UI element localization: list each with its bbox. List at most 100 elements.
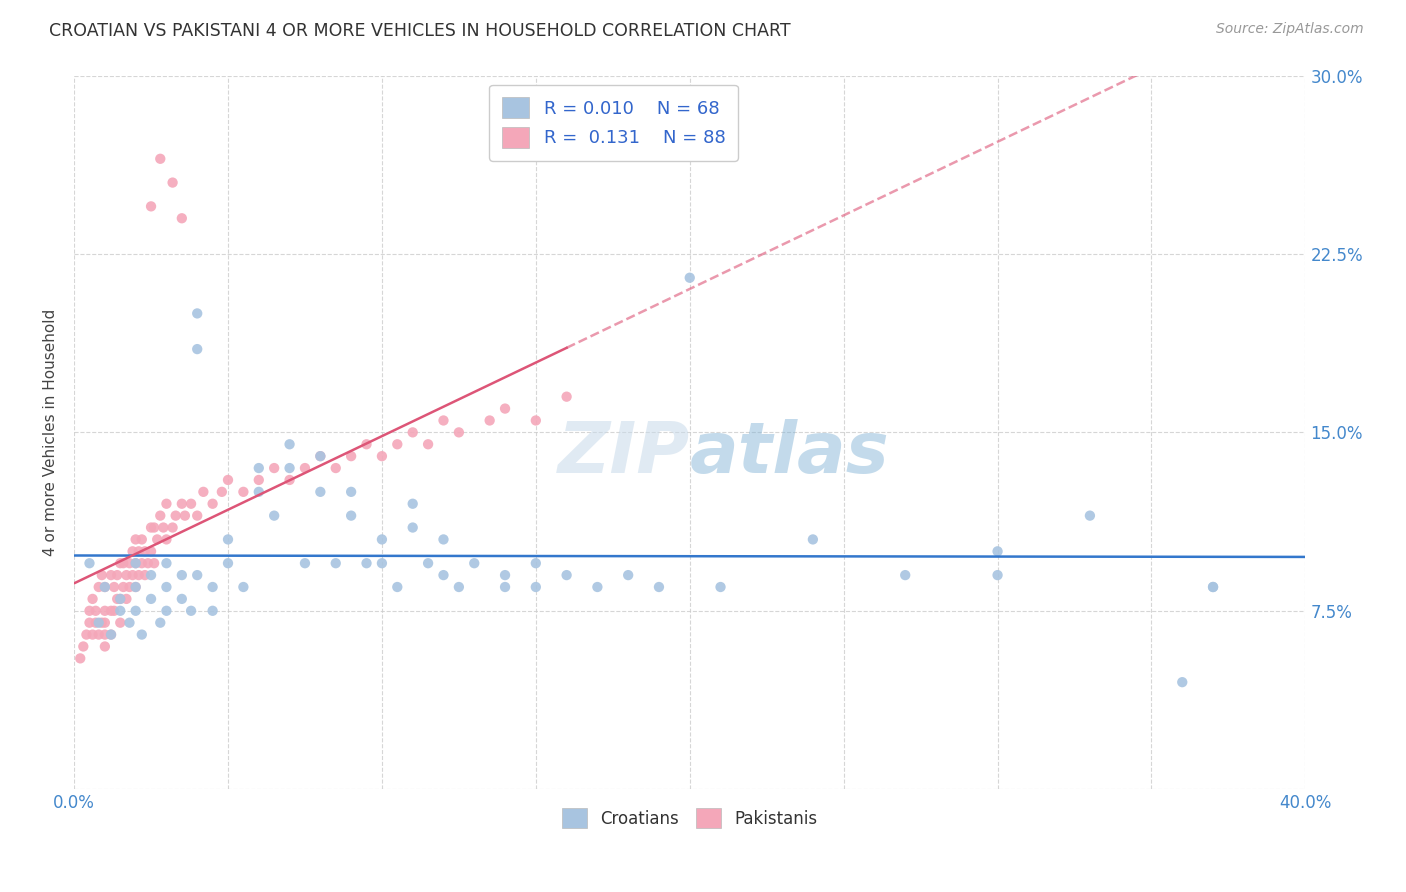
Point [152, 520, 174, 534]
Point [247, 484, 270, 499]
Point [149, 508, 172, 523]
Point [217, 533, 239, 547]
Point [75, 627, 97, 641]
Point [124, 580, 146, 594]
Point [524, 413, 547, 427]
Point [139, 520, 162, 534]
Point [84, 615, 107, 630]
Text: atlas: atlas [690, 419, 890, 488]
Point [155, 497, 177, 511]
Point [103, 604, 125, 618]
Point [131, 556, 153, 570]
Point [494, 568, 516, 582]
Point [84, 604, 107, 618]
Point [124, 556, 146, 570]
Point [155, 556, 177, 570]
Point [186, 568, 208, 582]
Point [94, 580, 117, 594]
Point [278, 437, 301, 451]
Point [69, 651, 91, 665]
Point [149, 152, 172, 166]
Point [155, 604, 177, 618]
Point [170, 211, 193, 226]
Point [478, 413, 501, 427]
Point [162, 520, 184, 534]
Point [105, 591, 128, 606]
Point [100, 627, 122, 641]
Y-axis label: 4 or more Vehicles in Household: 4 or more Vehicles in Household [44, 309, 58, 556]
Point [447, 580, 470, 594]
Point [356, 437, 378, 451]
Point [325, 461, 347, 475]
Point [432, 533, 454, 547]
Text: CROATIAN VS PAKISTANI 4 OR MORE VEHICLES IN HOUSEHOLD CORRELATION CHART: CROATIAN VS PAKISTANI 4 OR MORE VEHICLES… [49, 22, 790, 40]
Point [128, 544, 150, 558]
Point [232, 580, 254, 594]
Point [402, 497, 425, 511]
Point [112, 580, 135, 594]
Point [131, 627, 153, 641]
Point [247, 461, 270, 475]
Point [82, 627, 104, 641]
Point [79, 604, 101, 618]
Point [110, 615, 132, 630]
Point [186, 342, 208, 356]
Point [90, 615, 112, 630]
Point [124, 533, 146, 547]
Point [494, 580, 516, 594]
Point [294, 461, 316, 475]
Point [79, 615, 101, 630]
Point [402, 520, 425, 534]
Point [170, 591, 193, 606]
Point [170, 568, 193, 582]
Legend: Croatians, Pakistanis: Croatians, Pakistanis [555, 802, 824, 834]
Point [94, 580, 117, 594]
Point [165, 508, 187, 523]
Point [387, 580, 409, 594]
Point [987, 568, 1010, 582]
Point [432, 568, 454, 582]
Point [115, 591, 138, 606]
Point [94, 615, 117, 630]
Point [1202, 580, 1225, 594]
Point [309, 484, 332, 499]
Text: Source: ZipAtlas.com: Source: ZipAtlas.com [1216, 22, 1364, 37]
Point [94, 627, 117, 641]
Point [174, 508, 197, 523]
Point [134, 568, 156, 582]
Point [118, 615, 141, 630]
Point [100, 604, 122, 618]
Point [247, 473, 270, 487]
Point [124, 604, 146, 618]
Point [894, 568, 917, 582]
Point [139, 591, 162, 606]
Point [217, 473, 239, 487]
Point [155, 533, 177, 547]
Point [87, 627, 110, 641]
Point [801, 533, 824, 547]
Point [371, 449, 394, 463]
Point [555, 568, 578, 582]
Point [709, 580, 731, 594]
Point [356, 556, 378, 570]
Point [186, 306, 208, 320]
Point [143, 520, 166, 534]
Point [94, 604, 117, 618]
Point [82, 591, 104, 606]
Point [186, 508, 208, 523]
Point [139, 199, 162, 213]
Point [115, 568, 138, 582]
Point [180, 604, 202, 618]
Point [1202, 580, 1225, 594]
Point [586, 580, 609, 594]
Point [118, 580, 141, 594]
Point [87, 615, 110, 630]
Point [432, 413, 454, 427]
Point [90, 568, 112, 582]
Point [149, 615, 172, 630]
Point [201, 580, 224, 594]
Point [387, 437, 409, 451]
Point [124, 580, 146, 594]
Point [201, 497, 224, 511]
Point [263, 508, 285, 523]
